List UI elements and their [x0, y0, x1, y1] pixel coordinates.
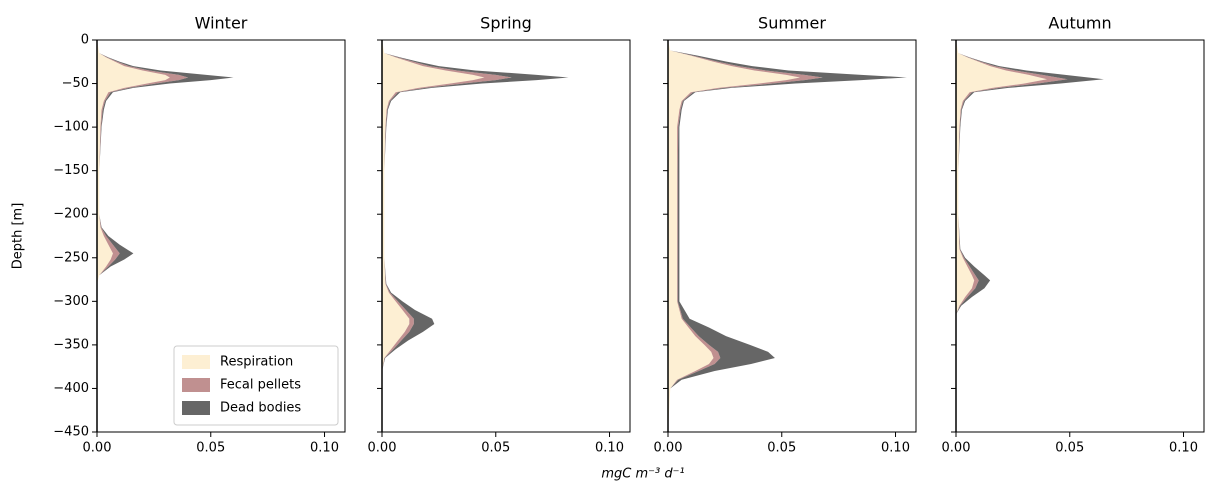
x-tick-label: 0.05	[196, 441, 225, 456]
x-tick-label: 0.05	[1055, 441, 1084, 456]
panel: Winter 0.00 0.05 0.10 0 −50 −100 −150 −200 −250 −3…	[11, 14, 346, 456]
axes-frame	[955, 39, 1205, 433]
y-tick-label: −350	[53, 337, 89, 352]
panel-title: Autumn	[1048, 14, 1111, 33]
legend-swatch	[182, 401, 210, 415]
y-tick-label: −300	[53, 294, 89, 309]
legend-swatch	[182, 355, 210, 369]
y-tick-label: −200	[53, 207, 89, 222]
area	[382, 40, 512, 432]
panel-title: Spring	[480, 14, 532, 33]
area	[97, 40, 170, 432]
panel-title: Summer	[758, 14, 826, 33]
x-tick-label: 0.05	[481, 441, 510, 456]
x-tick-label: 0.00	[83, 441, 112, 456]
x-tick-label: 0.00	[942, 441, 971, 456]
x-tick-label: 0.10	[310, 441, 339, 456]
area	[382, 40, 485, 432]
y-tick-label: 0	[81, 33, 89, 48]
y-tick-label: −150	[53, 163, 89, 178]
y-tick-label: −250	[53, 250, 89, 265]
x-tick-label: 0.10	[1169, 441, 1198, 456]
panel: Autumn 0.00 0.05 0.10	[942, 14, 1205, 456]
legend-box	[173, 345, 339, 426]
y-axis-label: Depth [m]	[11, 203, 26, 270]
axes-frame	[667, 39, 917, 433]
x-tick-label: 0.10	[595, 441, 624, 456]
area	[668, 40, 823, 432]
y-tick-label: −400	[53, 381, 89, 396]
area	[956, 40, 1104, 432]
x-tick-label: 0.05	[767, 441, 796, 456]
legend-label: Dead bodies	[220, 401, 301, 416]
panel: Spring 0.00 0.05 0.10	[368, 14, 631, 456]
legend-label: Fecal pellets	[220, 378, 301, 393]
area	[956, 40, 1068, 432]
y-tick-label: −450	[53, 425, 89, 440]
axes-frame	[96, 39, 346, 433]
area	[382, 40, 569, 432]
y-tick-label: −50	[62, 76, 89, 91]
x-axis-label: mgC m⁻³ d⁻¹	[601, 467, 684, 482]
legend: Respiration Fecal pellets Dead bodies	[173, 345, 339, 426]
legend-label: Respiration	[220, 355, 293, 370]
area	[668, 40, 800, 432]
x-tick-label: 0.10	[881, 441, 910, 456]
x-tick-label: 0.00	[368, 441, 397, 456]
panel: Summer 0.00 0.05 0.10	[654, 14, 917, 456]
area	[668, 40, 907, 432]
panel-title: Winter	[195, 14, 248, 33]
axes-frame	[381, 39, 631, 433]
y-tick-label: −100	[53, 120, 89, 135]
area	[956, 40, 1048, 432]
area	[97, 40, 189, 432]
x-tick-label: 0.00	[654, 441, 683, 456]
legend-swatch	[182, 378, 210, 392]
